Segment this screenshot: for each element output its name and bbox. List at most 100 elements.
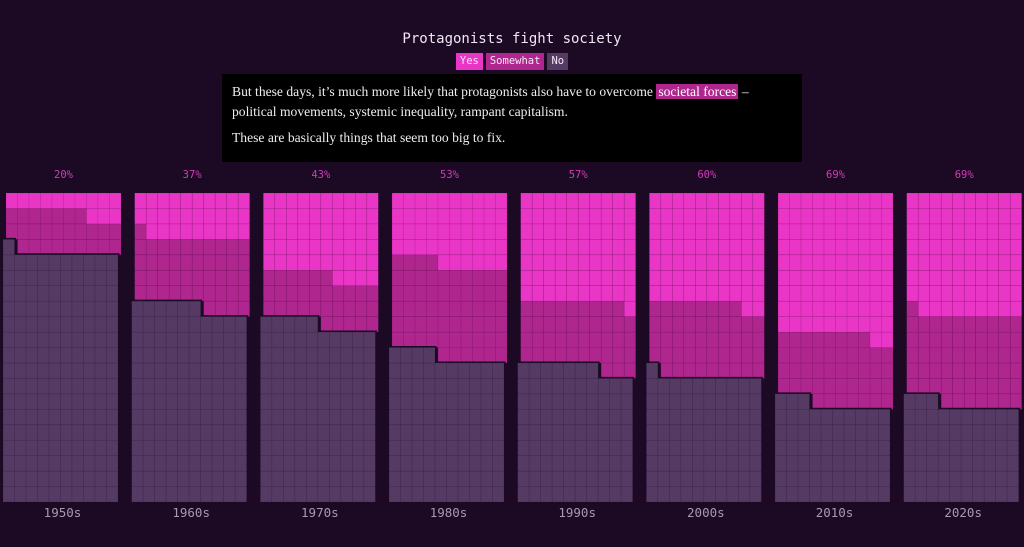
cell-yes (741, 254, 754, 271)
cell-no (60, 300, 73, 317)
cell-somewhat (180, 254, 193, 271)
cell-no (83, 347, 96, 364)
cell-yes (729, 269, 742, 286)
legend-yes[interactable]: Yes (455, 53, 483, 70)
cell-somewhat (729, 347, 742, 364)
cell-no (131, 347, 144, 364)
cell-somewhat (729, 362, 742, 379)
cell-yes (612, 192, 625, 209)
cell-no (692, 408, 705, 426)
cell-no (363, 486, 376, 503)
cell-no (294, 455, 307, 472)
cell-somewhat (214, 239, 227, 256)
cell-somewhat (929, 347, 942, 364)
cell-yes (263, 208, 276, 225)
cell-yes (952, 239, 965, 256)
cell-no (903, 486, 916, 503)
cell-no (878, 470, 891, 487)
cell-yes (355, 254, 368, 271)
cell-somewhat (695, 347, 708, 364)
cell-no (340, 362, 353, 379)
cell-no (60, 439, 73, 456)
cell-somewhat (449, 285, 462, 302)
cell-no (177, 439, 190, 456)
cell-no (972, 486, 985, 503)
cell-somewhat (472, 300, 485, 317)
cell-yes (869, 331, 882, 348)
cell-somewhat (812, 362, 825, 379)
cell-somewhat (426, 269, 439, 286)
cell-no (142, 439, 155, 456)
cell-somewhat (263, 285, 276, 302)
cell-somewhat (426, 254, 439, 271)
cell-no (855, 439, 868, 456)
legend-somewhat[interactable]: Somewhat (485, 53, 545, 70)
cell-no (457, 470, 470, 487)
cell-no (25, 347, 38, 364)
cell-no (586, 439, 599, 456)
cell-somewhat (320, 269, 333, 286)
cell-somewhat (180, 285, 193, 302)
cell-no (2, 393, 15, 410)
cell-yes (157, 192, 170, 209)
cell-yes (566, 223, 579, 240)
cell-no (797, 470, 810, 487)
cell-no (797, 455, 810, 472)
cell-somewhat (812, 347, 825, 364)
cell-no (106, 316, 119, 333)
cell-yes (472, 254, 485, 271)
cell-somewhat (332, 285, 345, 302)
cell-no (2, 362, 15, 379)
cell-no (726, 378, 739, 395)
cell-no (60, 424, 73, 441)
cell-yes (309, 208, 322, 225)
cell-somewhat (309, 269, 322, 286)
cell-no (14, 316, 27, 333)
cell-no (142, 470, 155, 487)
cell-yes (543, 254, 556, 271)
cell-yes (483, 223, 496, 240)
cell-yes (998, 285, 1011, 302)
cell-somewhat (986, 378, 999, 395)
legend-no[interactable]: No (547, 53, 569, 70)
cell-yes (975, 223, 988, 240)
cell-yes (718, 269, 731, 286)
cell-yes (986, 223, 999, 240)
cell-no (165, 424, 178, 441)
cell-somewhat (531, 300, 544, 317)
cell-somewhat (672, 300, 685, 317)
cell-no (154, 393, 167, 410)
cell-no (165, 393, 178, 410)
cell-no (48, 331, 61, 348)
cell-no (60, 408, 73, 426)
cell-yes (332, 254, 345, 271)
cell-no (926, 470, 939, 487)
cell-no (434, 408, 447, 426)
legend: Yes Somewhat No (0, 53, 1024, 70)
cell-no (48, 424, 61, 441)
cell-no (657, 455, 670, 472)
cell-somewhat (134, 223, 147, 240)
cell-yes (403, 223, 416, 240)
cell-yes (998, 223, 1011, 240)
cell-yes (812, 208, 825, 225)
cell-somewhat (823, 347, 836, 364)
cell-somewhat (612, 347, 625, 364)
cell-no (809, 455, 822, 472)
cell-somewhat (683, 316, 696, 333)
cell-yes (180, 208, 193, 225)
cell-no (657, 470, 670, 487)
cell-no (25, 316, 38, 333)
cell-no (154, 316, 167, 333)
cell-no (154, 378, 167, 395)
cell-yes (543, 239, 556, 256)
cell-yes (986, 285, 999, 302)
cell-no (2, 378, 15, 395)
cell-no (340, 408, 353, 426)
cell-no (37, 470, 50, 487)
cell-no (855, 408, 868, 426)
cell-yes (800, 223, 813, 240)
cell-no (165, 347, 178, 364)
cell-no (680, 424, 693, 441)
cell-no (878, 408, 891, 426)
